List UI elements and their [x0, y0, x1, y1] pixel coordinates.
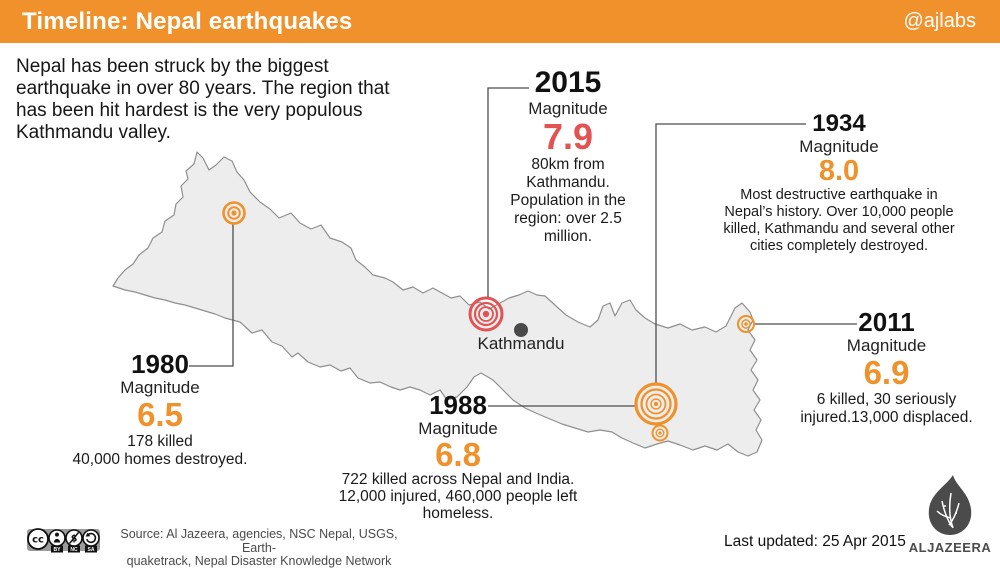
magnitude-label: Magnitude: [846, 336, 927, 355]
event-description: Most destructive earthquake in Nepal’s h…: [723, 187, 955, 254]
magnitude-value: 8.0: [818, 155, 860, 187]
magnitude-label: Magnitude: [528, 99, 608, 118]
magnitude-value: 6.5: [137, 396, 183, 433]
event-1988: 1988 Magnitude 6.8 722 killed across Nep…: [317, 391, 599, 522]
magnitude-label: Magnitude: [799, 137, 879, 156]
callout-line-1980: [189, 223, 234, 367]
epicenter-marker-1980: [222, 201, 246, 225]
event-description: 6 killed, 30 seriously injured.13,000 di…: [800, 391, 973, 426]
event-description: 80km from Kathmandu. Population in the r…: [510, 156, 626, 245]
last-updated: Last updated: 25 Apr 2015: [724, 533, 906, 550]
event-year: 1980: [131, 349, 189, 379]
kathmandu-city-dot: [514, 323, 528, 337]
magnitude-value: 6.8: [435, 436, 481, 473]
cc-license-icon: cc $ BY NC SA: [27, 528, 100, 553]
nepal-map-shape: [112, 151, 763, 457]
aljazeera-wordmark: ALJAZEERA: [909, 540, 992, 555]
epicenter-marker-small: [651, 424, 669, 442]
epicenter-marker-2011: [736, 314, 756, 334]
aljazeera-logo-icon: ALJAZEERA: [909, 475, 992, 555]
header-bar: Timeline: Nepal earthquakes @ajlabs: [0, 0, 1000, 43]
event-year: 1988: [429, 390, 487, 420]
callout-line-1934: [655, 123, 806, 384]
magnitude-value: 6.9: [863, 354, 910, 391]
epicenter-marker-1934-1988: [634, 382, 678, 426]
cc-glyph: cc: [32, 535, 44, 546]
magnitude-label: Magnitude: [418, 419, 498, 438]
source-text: Source: Al Jazeera, agencies, NSC Nepal,…: [120, 527, 398, 568]
nc-label: NC: [70, 547, 78, 553]
kathmandu-label: Kathmandu: [477, 334, 565, 353]
page-title: Timeline: Nepal earthquakes: [22, 8, 353, 35]
callout-line-2015: [487, 87, 529, 299]
by-icon: [48, 529, 66, 547]
event-description: 178 killed 40,000 homes destroyed.: [72, 433, 248, 468]
magnitude-label: Magnitude: [120, 378, 200, 397]
event-2011: 2011 Magnitude 6.9 6 killed, 30 seriousl…: [784, 308, 989, 427]
event-1934: 1934 Magnitude 8.0 Most destructive eart…: [693, 111, 985, 255]
sa-icon: [82, 529, 100, 547]
by-label: BY: [54, 547, 62, 553]
event-year: 2015: [534, 66, 602, 99]
event-1980: 1980 Magnitude 6.5 178 killed 40,000 hom…: [60, 350, 260, 469]
event-2015: 2015 Magnitude 7.9 80km from Kathmandu. …: [493, 66, 643, 246]
epicenter-marker-2015: [468, 296, 504, 332]
social-handle: @ajlabs: [903, 10, 976, 32]
event-year: 2011: [858, 307, 915, 337]
event-year: 1934: [812, 110, 866, 137]
event-description: 722 killed across Nepal and India. 12,00…: [338, 471, 578, 522]
magnitude-value: 7.9: [542, 116, 594, 157]
sa-label: SA: [88, 547, 95, 553]
intro-text: Nepal has been struck by the biggest ear…: [16, 56, 390, 143]
